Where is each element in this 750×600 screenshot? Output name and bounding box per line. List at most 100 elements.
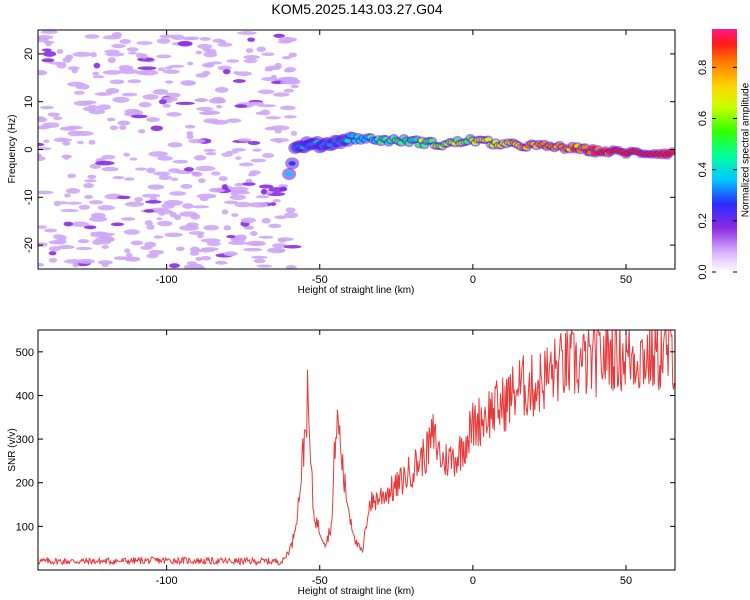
spectrogram-noise-blob <box>65 188 81 194</box>
spectrogram-noise-blob <box>131 114 148 119</box>
spectrogram-noise-blob <box>201 62 215 68</box>
spectrogram-noise-blob <box>276 249 285 253</box>
x-tick-label: -100 <box>156 274 178 286</box>
spectrogram-noise-blob <box>161 202 175 209</box>
spectrogram-noise-blob <box>274 62 282 69</box>
y-tick-label: 0 <box>23 146 35 152</box>
spectrogram-noise-blob <box>253 258 266 264</box>
spectrogram-noise-blob <box>226 235 236 239</box>
y-tick-label: 300 <box>16 434 34 446</box>
spectrogram-ridge-core <box>285 171 293 177</box>
spectrogram-noise-blob <box>273 33 286 38</box>
spectrogram-noise-blob <box>208 187 226 193</box>
spectrogram-noise-blob <box>109 79 125 85</box>
spectrogram-noise-blob <box>288 52 297 58</box>
colorbar-tick-label: 0.4 <box>697 162 709 177</box>
spectrogram-noise-blob <box>87 174 97 180</box>
spectrogram-noise-blob <box>221 152 233 157</box>
spectrogram-noise-blob <box>156 38 171 44</box>
y-tick-label: 10 <box>23 96 35 108</box>
spectrogram-noise-blob <box>283 244 302 249</box>
spectrogram-noise-blob <box>205 151 217 156</box>
spectrogram-noise-blob <box>94 92 112 96</box>
colorbar-ticks: 0.0 0.2 0.4 0.6 0.8 <box>697 60 737 280</box>
x-tick-label: 50 <box>620 575 632 587</box>
spectrogram-noise-blob <box>111 43 126 49</box>
spectrogram-noise-blob <box>111 31 123 38</box>
spectrogram-noise-blob <box>255 195 270 199</box>
spectrogram-noise-blob <box>203 224 220 231</box>
spectrogram-noise-blob <box>217 42 233 47</box>
spectrogram-noise-blob <box>164 66 173 70</box>
snr-ticks: -100 -50 0 50 100 200 300 400 500 <box>16 330 675 587</box>
spectrogram-noise-blob <box>195 165 216 172</box>
spectrogram-noise-blob <box>66 201 83 205</box>
spectrogram-noise-blob <box>101 166 119 172</box>
spectrogram-noise-blob <box>83 225 97 230</box>
colorbar-tick-label: 0.8 <box>697 60 709 75</box>
spectrogram-noise-blob <box>200 256 212 261</box>
spectrogram-noise-blob <box>95 160 115 166</box>
spectrogram-noise-blob <box>182 203 194 209</box>
spectrogram-noise-blob <box>283 212 299 219</box>
spectrogram-noise-blob <box>117 120 131 126</box>
y-tick-label: 400 <box>16 390 34 402</box>
y-tick-label: -20 <box>23 237 35 253</box>
spectrogram-noise-blob <box>42 122 60 128</box>
spectrogram-noise-blob <box>153 171 171 176</box>
spectrogram-noise-blob <box>191 171 203 177</box>
spectrogram-ridge-core <box>484 137 492 142</box>
spectrogram-noise-blob <box>78 204 91 210</box>
spectrogram-noise-blob <box>146 117 160 123</box>
spectrogram-noise-blob <box>250 231 258 237</box>
snr-xlabel: Height of straight line (km) <box>298 586 415 597</box>
spectrogram-noise-blob <box>164 232 183 238</box>
spectrogram-noise-blob <box>261 52 275 56</box>
spectrogram-noise-blob <box>197 43 213 50</box>
y-tick-label: 500 <box>16 347 34 359</box>
x-tick-label: 0 <box>470 274 476 286</box>
x-tick-label: -50 <box>312 274 328 286</box>
spectrogram-noise-blob <box>171 34 185 41</box>
spectrogram-noise-blob <box>203 148 216 153</box>
spectrogram-noise-blob <box>96 104 111 111</box>
spectrogram-noise-blob <box>126 47 139 52</box>
spectrogram-noise-blob <box>97 205 115 211</box>
spectrogram-noise-blob <box>214 260 228 265</box>
spectrogram-noise-blob <box>134 167 148 171</box>
spectrogram-noise-blob <box>285 207 296 213</box>
spectrogram-noise-blob <box>41 48 52 52</box>
spectrogram-noise-blob <box>195 50 203 55</box>
y-tick-label: 20 <box>23 48 35 60</box>
spectrogram-noise-blob <box>183 167 195 172</box>
spectrogram-noise-blob <box>119 125 127 131</box>
spectrogram-noise-blob <box>109 125 119 131</box>
spectrogram-noise-blob <box>124 177 135 181</box>
spectrogram-noise-blob <box>125 252 133 258</box>
snr-frame <box>37 329 676 571</box>
x-tick-label: 50 <box>620 274 632 286</box>
spectrogram-noise-blob <box>170 177 179 182</box>
spectrogram-noise-blob <box>186 133 194 140</box>
spectrogram-noise-blob <box>91 71 100 76</box>
spectrogram-noise-blob <box>158 99 167 105</box>
spectrogram-noise-blob <box>269 137 290 143</box>
spectrogram-noise-blob <box>38 225 48 229</box>
spectrogram-noise-blob <box>218 176 228 182</box>
spectrogram-noise-blob <box>43 139 50 143</box>
spectrogram-noise-blob <box>52 116 63 121</box>
spectrogram-noise-blob <box>232 79 246 83</box>
spectrogram-noise-blob <box>123 152 131 157</box>
spectrogram-noise-blob <box>138 102 152 108</box>
spectrogram-noise-blob <box>62 57 72 63</box>
spectrogram-noise-blob <box>38 117 48 123</box>
spectrogram-noise-blob <box>41 58 55 63</box>
spectrogram-noise-blob <box>88 139 96 145</box>
spectrogram-noise-blob <box>157 220 173 227</box>
spectrogram-ridge-core <box>668 149 675 154</box>
spectrogram-noise-blob <box>63 221 74 227</box>
spectrogram-noise-blob <box>75 246 93 251</box>
spectrogram-noise-blob <box>184 81 195 86</box>
spectrogram-noise-blob <box>124 201 145 207</box>
